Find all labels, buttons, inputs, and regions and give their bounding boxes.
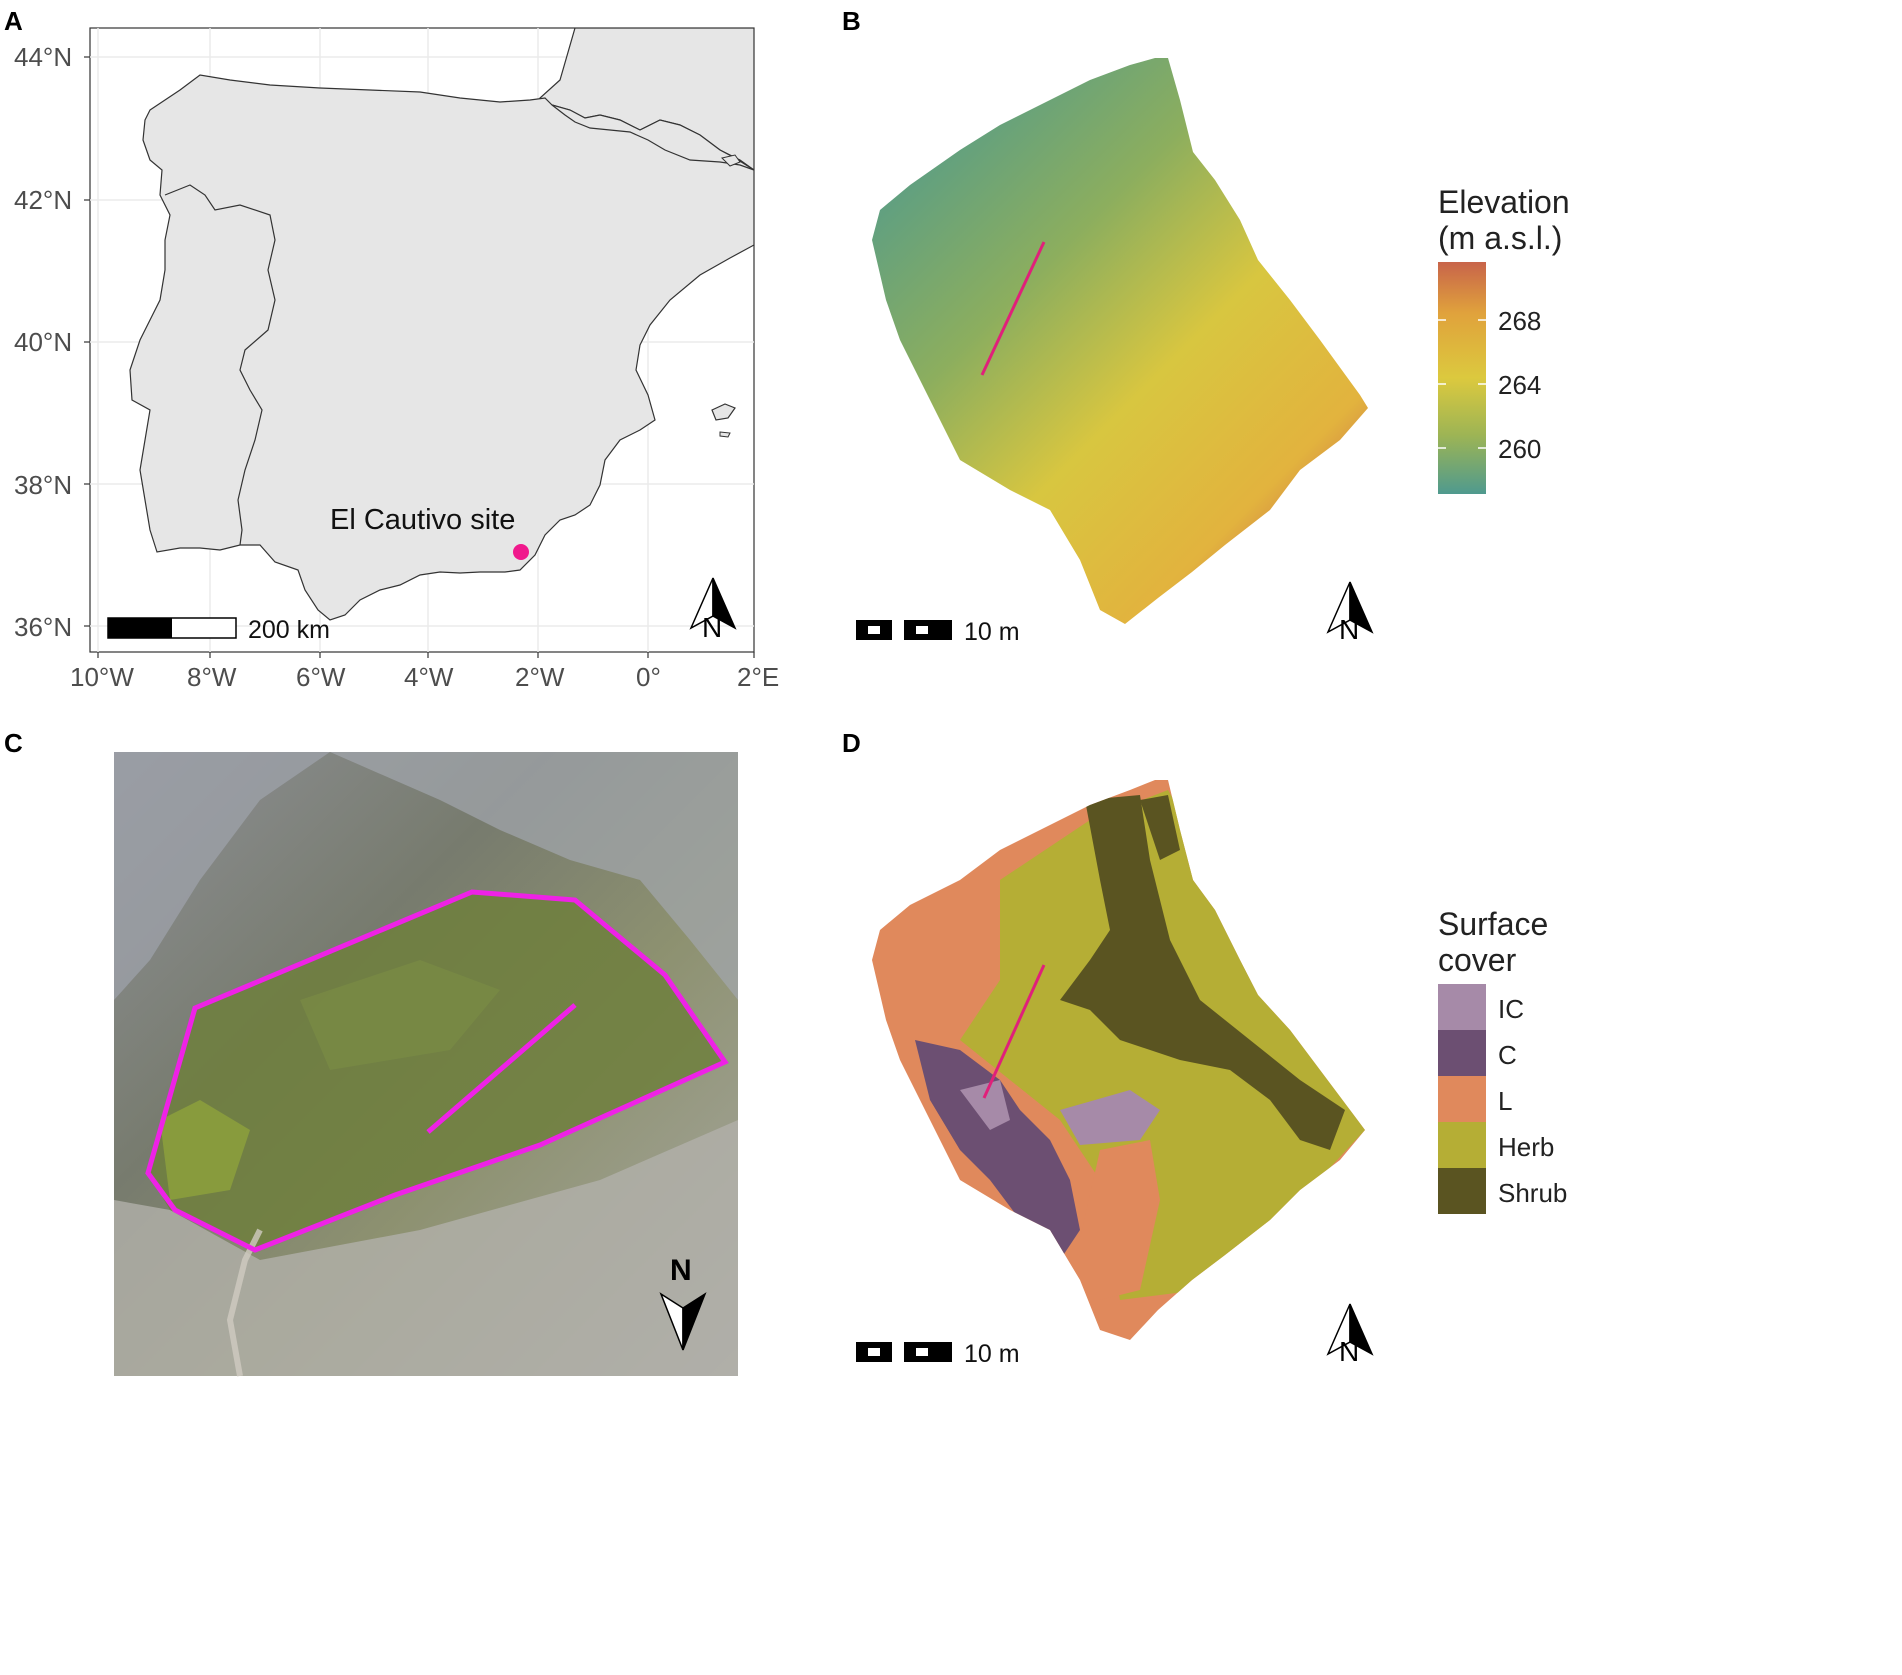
transect-line-d bbox=[982, 964, 1046, 1099]
site-label: El Cautivo site bbox=[330, 504, 516, 536]
lon-tick-4w: 4°W bbox=[404, 662, 454, 692]
iberian-peninsula bbox=[129, 74, 754, 621]
north-arrow-c-icon bbox=[659, 1292, 707, 1351]
lon-tick-8w: 8°W bbox=[187, 662, 237, 692]
lat-tick-42: 42°N bbox=[14, 185, 73, 215]
legend-swatch-l bbox=[1438, 1076, 1486, 1122]
elevation-legend-title-2: (m a.s.l.) bbox=[1438, 220, 1563, 256]
lat-tick-36: 36°N bbox=[14, 612, 73, 642]
transect-line-c bbox=[426, 1003, 577, 1134]
surface-legend-title-2: cover bbox=[1438, 942, 1517, 978]
north-arrow-d-icon bbox=[1326, 1303, 1374, 1356]
plot-outline bbox=[145, 889, 729, 1253]
lon-tick-10w: 10°W bbox=[70, 662, 134, 692]
legend-label-shrub: Shrub bbox=[1498, 1178, 1568, 1208]
scale-label-b: 10 m bbox=[964, 618, 1020, 646]
legend-tick-268: 268 bbox=[1498, 306, 1542, 336]
panel-letter-d: D bbox=[842, 728, 861, 758]
north-label-c: N bbox=[670, 1254, 692, 1287]
transect-line-b bbox=[980, 241, 1046, 376]
scale-label-d: 10 m bbox=[964, 1340, 1020, 1368]
legend-label-ic: IC bbox=[1498, 994, 1524, 1024]
legend-swatch-herb bbox=[1438, 1122, 1486, 1168]
el-cautivo-site-marker bbox=[513, 544, 529, 560]
panel-letter-b: B bbox=[842, 6, 861, 36]
surface-legend-title-1: Surface bbox=[1438, 906, 1549, 942]
legend-tick-260: 260 bbox=[1498, 434, 1542, 464]
north-label-d: N bbox=[1339, 1336, 1360, 1367]
aerial-photo bbox=[114, 752, 738, 1377]
north-arrow-b-icon bbox=[1326, 581, 1374, 634]
legend-swatch-c bbox=[1438, 1030, 1486, 1076]
legend-tick-264: 264 bbox=[1498, 370, 1542, 400]
legend-label-c: C bbox=[1498, 1040, 1517, 1070]
legend-label-l: L bbox=[1498, 1086, 1513, 1116]
scale-bar-b bbox=[856, 620, 952, 640]
legend-swatch-ic bbox=[1438, 984, 1486, 1030]
lat-tick-40: 40°N bbox=[14, 327, 73, 357]
panel-letter-c: C bbox=[4, 728, 23, 758]
lat-tick-44: 44°N bbox=[14, 42, 73, 72]
lon-tick-2e: 2°E bbox=[737, 662, 780, 692]
lon-tick-2w: 2°W bbox=[515, 662, 565, 692]
lat-tick-38: 38°N bbox=[14, 470, 73, 500]
lon-tick-0: 0° bbox=[636, 662, 661, 692]
north-arrow-a-icon bbox=[689, 577, 737, 630]
legend-swatch-shrub bbox=[1438, 1168, 1486, 1214]
panel-letter-a: A bbox=[4, 6, 23, 36]
north-label-b: N bbox=[1339, 614, 1360, 645]
elevation-colorbar bbox=[1438, 262, 1486, 494]
legend-label-herb: Herb bbox=[1498, 1132, 1555, 1162]
scale-label-a: 200 km bbox=[248, 616, 330, 644]
scale-bar-d bbox=[856, 1342, 952, 1362]
north-label-a: N bbox=[702, 612, 723, 643]
lon-tick-6w: 6°W bbox=[296, 662, 346, 692]
elevation-legend-title-1: Elevation bbox=[1438, 184, 1570, 220]
